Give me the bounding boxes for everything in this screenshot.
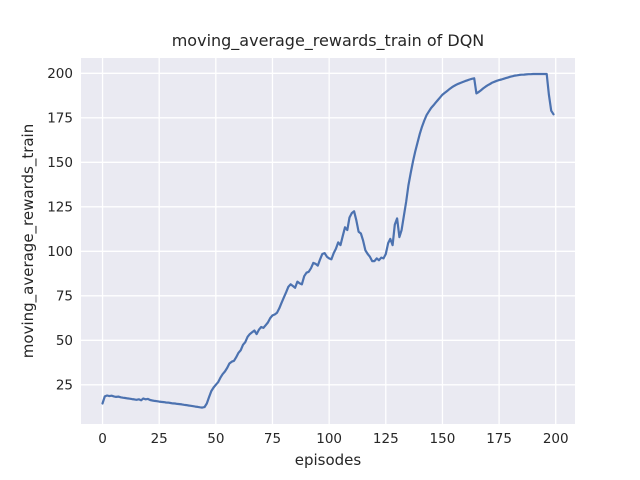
x-tick-labels: 0 25 50 75 100 125 150 175 200 <box>98 431 568 447</box>
x-tick-label: 0 <box>98 431 107 447</box>
y-tick-label: 150 <box>47 155 73 171</box>
y-tick-label: 100 <box>47 244 73 260</box>
x-tick-label: 25 <box>151 431 168 447</box>
x-tick-label: 125 <box>373 431 399 447</box>
y-tick-label: 25 <box>56 377 73 393</box>
y-tick-labels: 25 50 75 100 125 150 175 200 <box>47 66 73 394</box>
x-tick-label: 50 <box>207 431 224 447</box>
gridlines <box>81 58 575 424</box>
y-tick-label: 50 <box>56 333 73 349</box>
x-tick-label: 150 <box>430 431 456 447</box>
x-tick-label: 175 <box>486 431 512 447</box>
y-tick-label: 75 <box>56 288 73 304</box>
plot-area <box>81 58 575 424</box>
x-axis-label: episodes <box>295 451 362 469</box>
y-tick-label: 125 <box>47 199 73 215</box>
y-tick-label: 175 <box>47 110 73 126</box>
chart-title: moving_average_rewards_train of DQN <box>172 31 485 51</box>
y-axis-label: moving_average_rewards_train <box>19 124 38 358</box>
x-tick-label: 200 <box>543 431 569 447</box>
x-tick-label: 100 <box>316 431 342 447</box>
x-tick-label: 75 <box>264 431 281 447</box>
dqn-rewards-line <box>101 72 555 409</box>
y-tick-label: 200 <box>47 66 73 82</box>
